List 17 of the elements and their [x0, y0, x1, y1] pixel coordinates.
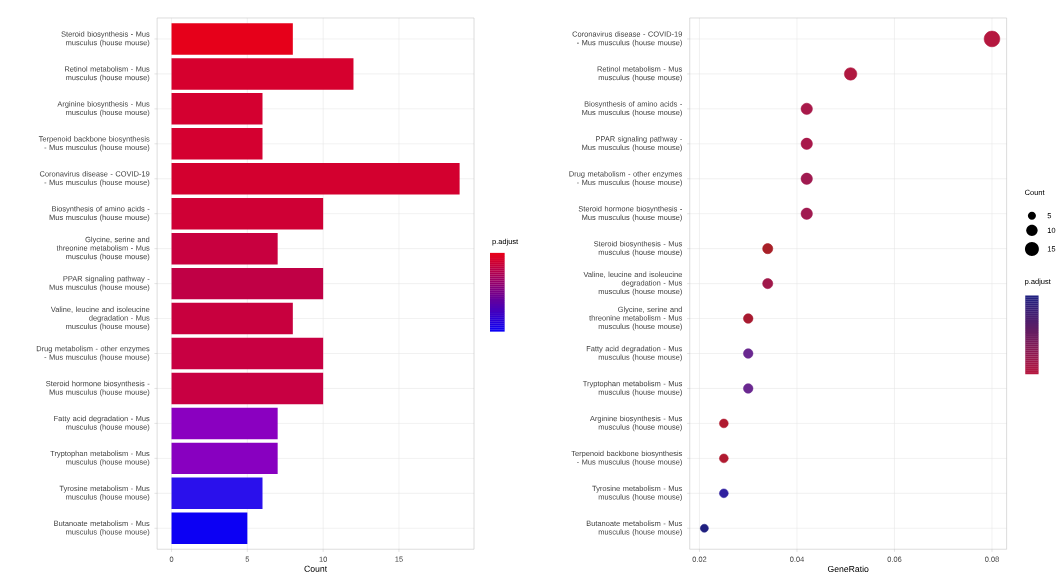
bar	[171, 128, 263, 160]
bar	[171, 477, 263, 510]
bar	[171, 23, 293, 55]
bar	[171, 337, 324, 370]
bar	[171, 302, 293, 335]
x-axis-title: GeneRatio	[827, 565, 869, 573]
bar	[171, 372, 324, 405]
x-axis-title: Count	[304, 565, 328, 572]
bar	[171, 163, 460, 195]
bar	[171, 442, 278, 475]
bar	[171, 198, 324, 230]
bar	[171, 232, 278, 265]
bar	[171, 58, 354, 90]
bar	[171, 512, 248, 545]
bar	[171, 407, 278, 440]
bar	[171, 93, 263, 125]
bar	[171, 267, 324, 300]
